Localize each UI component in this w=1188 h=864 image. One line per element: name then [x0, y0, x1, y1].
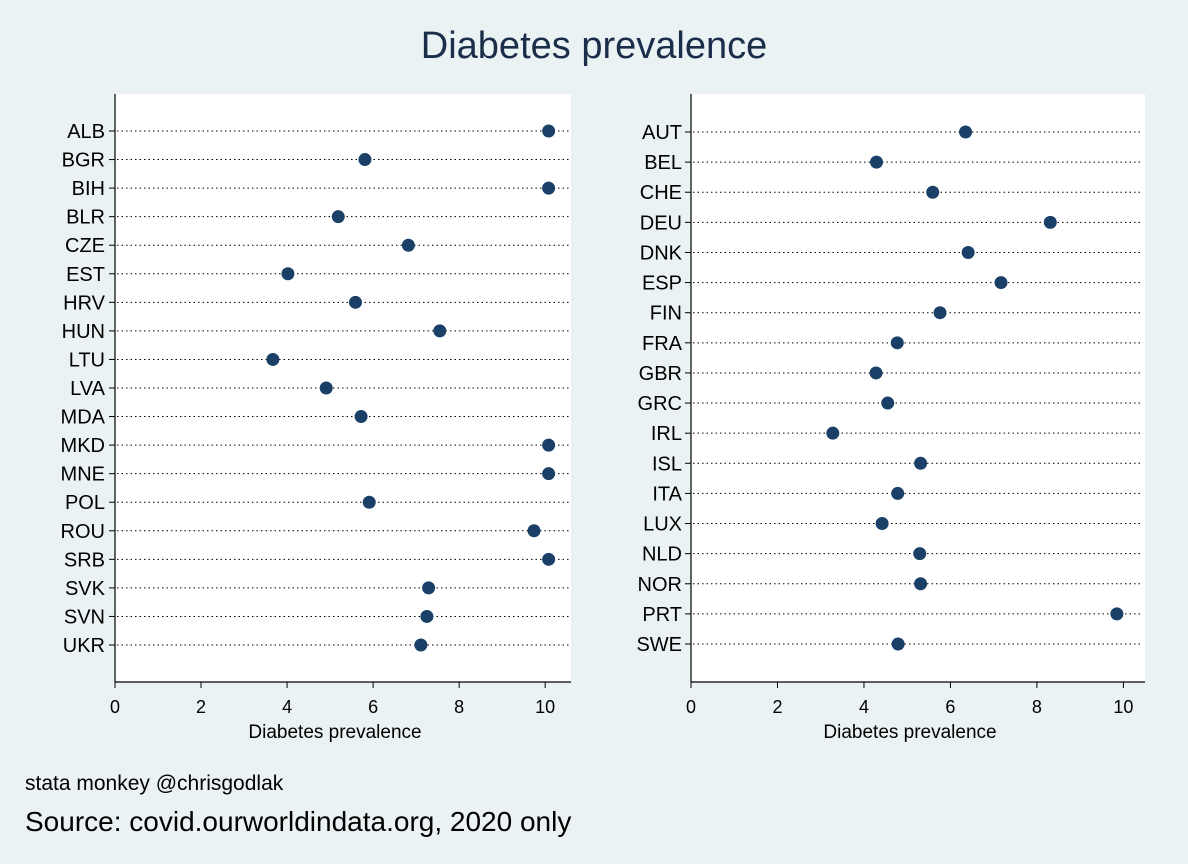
- data-point-LVA: [319, 381, 333, 395]
- category-label: LVA: [70, 378, 105, 400]
- category-label: SVN: [64, 606, 105, 628]
- category-label: DNK: [640, 242, 683, 264]
- category-label: CHE: [640, 182, 682, 204]
- data-point-UKR: [414, 638, 428, 652]
- category-label: SRB: [64, 549, 105, 571]
- x-tick-label: 8: [1032, 697, 1042, 717]
- category-label: LUX: [643, 514, 682, 536]
- data-point-ISL: [914, 456, 928, 470]
- data-point-NOR: [914, 577, 928, 591]
- data-point-DNK: [961, 245, 975, 259]
- data-point-POL: [362, 495, 376, 509]
- category-label: NOR: [638, 574, 682, 596]
- data-point-MDA: [354, 410, 368, 424]
- category-label: GRC: [638, 393, 682, 415]
- x-tick-label: 0: [110, 697, 120, 717]
- data-point-SVN: [420, 609, 434, 623]
- x-tick-label: 10: [535, 697, 555, 717]
- category-label: SWE: [636, 634, 682, 656]
- data-point-ITA: [891, 486, 905, 500]
- category-label: MKD: [61, 435, 105, 457]
- data-point-IRL: [826, 426, 840, 440]
- category-label: ITA: [652, 483, 682, 505]
- data-point-LUX: [875, 517, 889, 531]
- category-label: BIH: [72, 178, 105, 200]
- category-label: FIN: [650, 303, 682, 325]
- category-label: SVK: [65, 578, 106, 600]
- data-point-SVK: [422, 581, 436, 595]
- x-tick-label: 6: [945, 697, 955, 717]
- data-point-AUT: [959, 125, 973, 139]
- category-label: LTU: [69, 349, 105, 371]
- data-point-FIN: [933, 306, 947, 320]
- data-point-CZE: [401, 238, 415, 252]
- data-point-BEL: [869, 155, 883, 169]
- category-label: PRT: [642, 604, 682, 626]
- category-label: BGR: [62, 150, 105, 172]
- category-label: BEL: [644, 152, 682, 174]
- credit-note: stata monkey @chrisgodlak: [25, 772, 284, 795]
- data-point-BGR: [358, 153, 372, 167]
- category-label: BLR: [66, 207, 105, 229]
- data-point-DEU: [1043, 215, 1057, 229]
- x-tick-label: 10: [1113, 697, 1133, 717]
- category-label: MNE: [61, 464, 105, 486]
- x-tick-label: 2: [196, 697, 206, 717]
- x-tick-label: 6: [368, 697, 378, 717]
- data-point-GBR: [869, 366, 883, 380]
- x-tick-label: 2: [772, 697, 782, 717]
- panels: ALB BGR BIH BLR CZE EST HRV HUN LTU LVA MDA MKD MNE P…: [61, 94, 1145, 743]
- data-point-ALB: [542, 124, 556, 138]
- x-tick-label: 8: [454, 697, 464, 717]
- category-label: CZE: [65, 235, 105, 257]
- category-label: POL: [65, 492, 105, 514]
- x-tick-label: 0: [686, 697, 696, 717]
- category-label: ISL: [652, 453, 682, 475]
- category-label: AUT: [642, 122, 682, 144]
- category-label: GBR: [639, 363, 682, 385]
- plot-area: [691, 94, 1145, 682]
- category-label: IRL: [651, 423, 682, 445]
- category-label: NLD: [642, 544, 682, 566]
- panel-2: AUT BEL CHE DEU DNK ESP FIN FRA GBR GRC IRL ISL ITA L…: [636, 94, 1145, 743]
- category-label: UKR: [63, 635, 105, 657]
- data-point-BIH: [542, 181, 556, 195]
- category-label: ALB: [67, 121, 105, 143]
- data-point-ESP: [994, 276, 1008, 290]
- data-point-ROU: [527, 524, 541, 538]
- x-axis-title: Diabetes prevalence: [823, 722, 996, 743]
- data-point-SWE: [891, 637, 905, 651]
- data-point-MNE: [542, 467, 556, 481]
- category-label: ESP: [642, 273, 682, 295]
- data-point-GRC: [881, 396, 895, 410]
- category-label: MDA: [61, 407, 106, 429]
- category-label: EST: [66, 264, 105, 286]
- category-label: HUN: [62, 321, 105, 343]
- category-label: FRA: [642, 333, 683, 355]
- data-point-BLR: [331, 210, 345, 224]
- data-point-CHE: [926, 185, 940, 199]
- data-point-LTU: [266, 352, 280, 366]
- data-point-SRB: [542, 552, 556, 566]
- data-point-HUN: [433, 324, 447, 338]
- x-axis-title: Diabetes prevalence: [248, 722, 421, 743]
- data-point-HRV: [348, 295, 362, 309]
- chart-title: Diabetes prevalence: [421, 25, 767, 67]
- category-label: DEU: [640, 212, 682, 234]
- source-note: Source: covid.ourworldindata.org, 2020 o…: [25, 806, 572, 837]
- data-point-MKD: [542, 438, 556, 452]
- x-tick-label: 4: [282, 697, 292, 717]
- category-label: ROU: [61, 521, 105, 543]
- data-point-FRA: [890, 336, 904, 350]
- data-point-PRT: [1110, 607, 1124, 621]
- x-tick-label: 4: [859, 697, 869, 717]
- data-point-NLD: [913, 547, 927, 561]
- category-label: HRV: [63, 292, 106, 314]
- data-point-EST: [281, 267, 295, 281]
- panel-1: ALB BGR BIH BLR CZE EST HRV HUN LTU LVA MDA MKD MNE P…: [61, 94, 571, 743]
